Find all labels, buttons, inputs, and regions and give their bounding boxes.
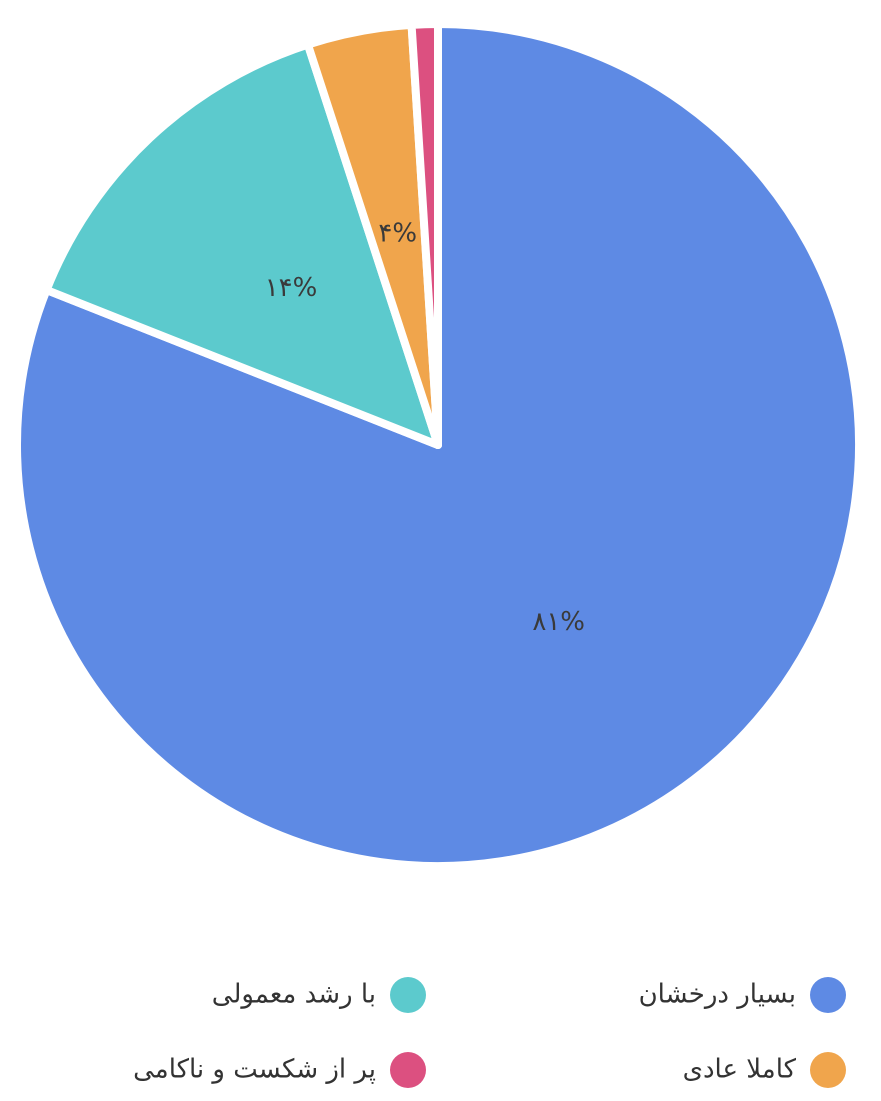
value-label: ۸۱% <box>532 607 585 637</box>
legend-label: بسیار درخشان <box>639 980 796 1010</box>
legend-label: پر از شکست و ناکامی <box>133 1055 376 1085</box>
pie-slice <box>407 20 442 449</box>
legend-label: با رشد معمولی <box>212 980 376 1010</box>
legend-label: کاملا عادی <box>683 1055 797 1085</box>
legend-swatch <box>390 977 426 1013</box>
value-label: ۱۴% <box>265 273 318 303</box>
legend-swatch <box>810 977 846 1013</box>
legend-swatch <box>390 1052 426 1088</box>
value-label: ۴% <box>378 219 417 249</box>
legend-swatch <box>810 1052 846 1088</box>
